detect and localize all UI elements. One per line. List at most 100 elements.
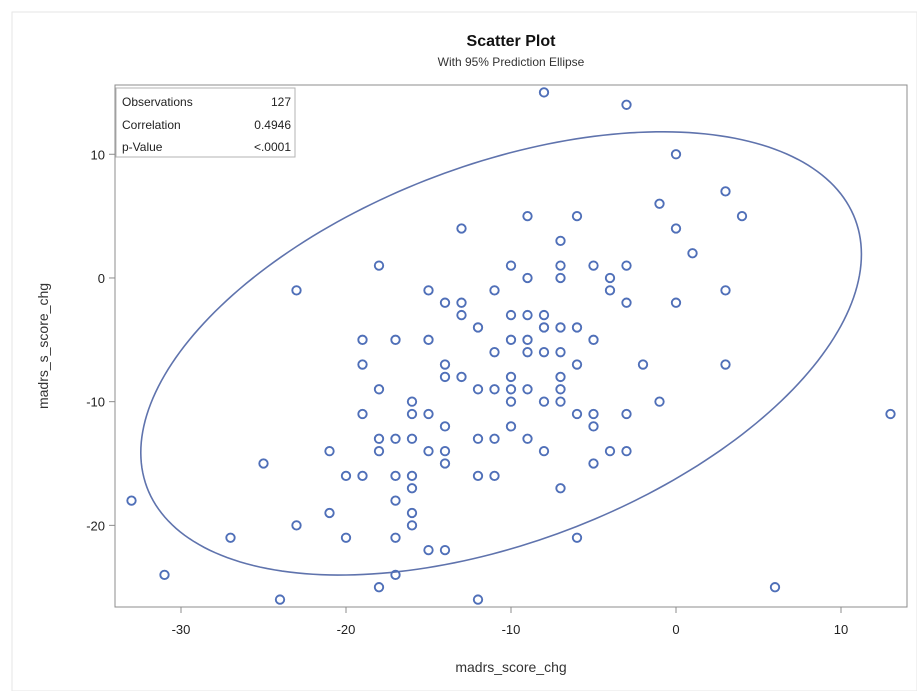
scatter-point-80 — [555, 483, 566, 494]
scatter-point-95 — [588, 421, 599, 432]
scatter-point-35 — [423, 445, 434, 457]
scatter-point-87 — [555, 260, 566, 271]
x-tick-label: 0 — [672, 622, 679, 637]
scatter-point-81 — [555, 396, 566, 407]
plot-area-frame — [114, 84, 908, 608]
scatter-point-14 — [357, 359, 368, 370]
scatter-point-98 — [588, 260, 599, 271]
scatter-point-116 — [720, 186, 731, 197]
scatter-point-60 — [505, 421, 517, 432]
x-tick-label: 10 — [834, 622, 848, 637]
scatter-point-8 — [324, 507, 335, 519]
scatter-point-91 — [571, 359, 583, 370]
scatter-point-43 — [439, 371, 451, 383]
scatter-point-49 — [456, 223, 467, 234]
scatter-point-105 — [621, 260, 632, 271]
scatter-points-layer — [126, 87, 896, 605]
scatter-point-112 — [670, 149, 682, 160]
scatter-point-69 — [522, 347, 533, 358]
scatter-point-29 — [406, 483, 418, 494]
scatter-point-30 — [406, 470, 418, 482]
y-tick-label: -10 — [86, 395, 105, 410]
scatter-point-86 — [555, 272, 566, 284]
scatter-point-52 — [472, 433, 484, 444]
scatter-point-55 — [489, 470, 500, 482]
scatter-point-46 — [456, 371, 467, 383]
scatter-point-82 — [555, 384, 566, 395]
scatter-point-93 — [571, 210, 583, 222]
scatter-point-58 — [489, 347, 500, 358]
scatter-point-10 — [340, 532, 352, 543]
scatter-point-111 — [670, 223, 682, 234]
y-tick-label: 0 — [98, 271, 105, 286]
scatter-point-23 — [390, 495, 401, 506]
scatter-point-109 — [654, 198, 665, 209]
prediction-ellipse-layer — [139, 130, 863, 576]
scatter-point-51 — [472, 470, 484, 482]
scatter-point-45 — [439, 297, 451, 308]
scatter-point-108 — [654, 396, 665, 407]
scatter-point-114 — [720, 359, 731, 370]
stats-label-p-value: p-Value — [122, 140, 163, 154]
scatter-point-74 — [538, 445, 550, 457]
scatter-point-75 — [538, 396, 550, 407]
stats-value-p-value: <.0001 — [254, 140, 291, 154]
x-tick-label: -30 — [172, 622, 191, 637]
scatter-point-59 — [489, 285, 500, 296]
scatter-point-104 — [621, 297, 632, 308]
y-tick-label: 10 — [91, 147, 105, 162]
scatter-point-2 — [159, 569, 170, 580]
scatter-point-84 — [555, 347, 566, 358]
scatter-point-19 — [373, 384, 385, 395]
scatter-point-17 — [373, 445, 385, 457]
scatter-point-99 — [604, 445, 616, 457]
scatter-point-26 — [390, 334, 401, 345]
scatter-point-89 — [571, 532, 583, 543]
scatter-point-100 — [604, 285, 616, 296]
scatter-point-21 — [390, 569, 401, 580]
scatter-point-115 — [720, 285, 731, 296]
scatter-point-11 — [340, 470, 352, 482]
scatter-point-90 — [571, 408, 583, 420]
scatter-point-92 — [571, 322, 583, 333]
scatter-point-67 — [522, 433, 533, 444]
prediction-ellipse — [139, 130, 863, 576]
scatter-point-88 — [555, 235, 566, 247]
scatter-point-9 — [324, 445, 335, 457]
x-axis: -30 -20 -10 0 10 — [172, 607, 848, 637]
scatter-point-16 — [373, 582, 385, 593]
scatter-point-32 — [406, 408, 418, 420]
scatter-point-22 — [390, 532, 401, 543]
scatter-point-61 — [505, 396, 517, 407]
scatter-point-42 — [439, 421, 451, 432]
y-axis-label: madrs_s_score_chg — [35, 283, 51, 409]
scatter-point-107 — [637, 359, 649, 370]
scatter-point-63 — [505, 371, 517, 383]
scatter-point-71 — [522, 309, 533, 321]
scatter-point-37 — [423, 334, 434, 345]
scatter-point-54 — [472, 322, 484, 333]
scatter-point-13 — [357, 408, 368, 420]
stats-label-observations: Observations — [122, 95, 193, 109]
scatter-point-85 — [555, 322, 566, 333]
stats-label-correlation: Correlation — [122, 118, 181, 132]
scatter-point-66 — [505, 260, 517, 271]
scatter-point-39 — [439, 544, 451, 556]
scatter-point-36 — [423, 408, 434, 420]
stats-box-frame — [115, 87, 296, 158]
scatter-point-6 — [291, 520, 302, 531]
scatter-point-76 — [538, 347, 550, 358]
scatter-point-77 — [538, 322, 550, 333]
scatter-point-38 — [423, 285, 434, 296]
scatter-point-106 — [621, 99, 632, 110]
scatter-point-40 — [439, 458, 451, 469]
x-axis-label: madrs_score_chg — [455, 659, 566, 675]
scatter-point-34 — [423, 544, 434, 556]
scatter-point-101 — [604, 272, 616, 284]
scatter-point-62 — [505, 384, 517, 395]
scatter-point-28 — [406, 507, 418, 519]
scatter-point-25 — [390, 433, 401, 444]
scatter-point-103 — [621, 408, 632, 420]
